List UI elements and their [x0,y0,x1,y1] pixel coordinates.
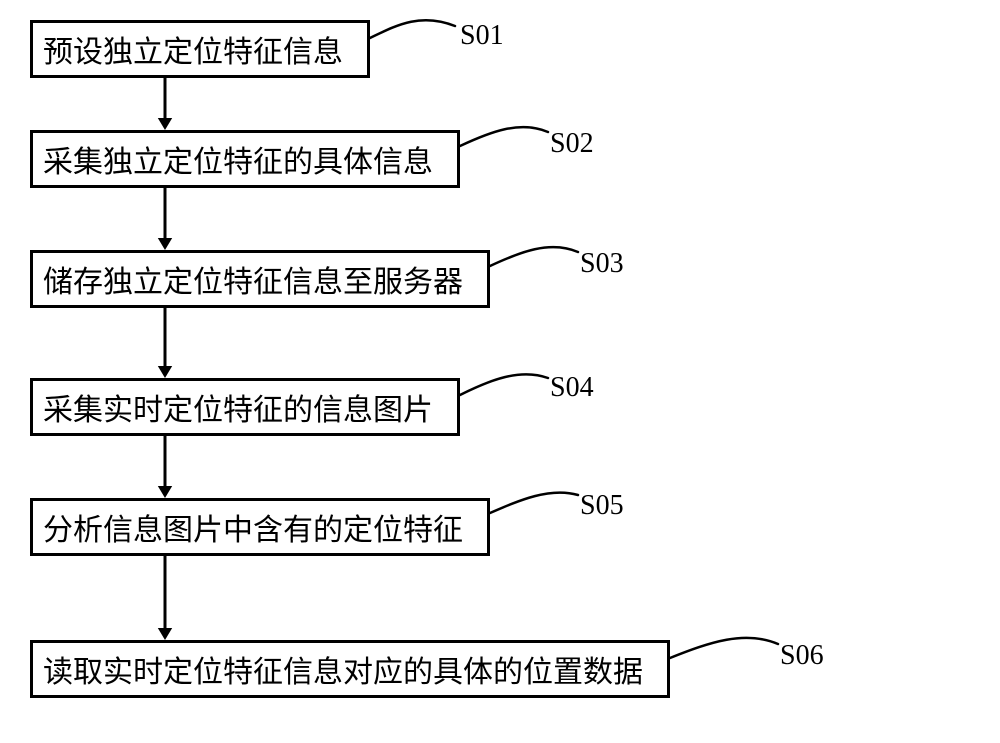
step-label-s06: S06 [780,640,824,672]
step-text-s01: 预设独立定位特征信息 [43,27,343,71]
step-box-s03: 储存独立定位特征信息至服务器 [30,250,490,308]
step-box-s06: 读取实时定位特征信息对应的具体的位置数据 [30,640,670,698]
step-box-s05: 分析信息图片中含有的定位特征 [30,498,490,556]
arrows-overlay [0,0,1000,743]
step-text-s02: 采集独立定位特征的具体信息 [43,137,433,181]
flowchart-canvas: 预设独立定位特征信息 采集独立定位特征的具体信息 储存独立定位特征信息至服务器 … [0,0,1000,743]
step-label-s02: S02 [550,128,594,160]
step-box-s04: 采集实时定位特征的信息图片 [30,378,460,436]
step-text-s05: 分析信息图片中含有的定位特征 [43,505,463,549]
step-label-s05: S05 [580,490,624,522]
step-text-s04: 采集实时定位特征的信息图片 [43,385,433,429]
step-label-s03: S03 [580,248,624,280]
step-box-s02: 采集独立定位特征的具体信息 [30,130,460,188]
step-label-s04: S04 [550,372,594,404]
step-text-s06: 读取实时定位特征信息对应的具体的位置数据 [43,647,643,691]
step-text-s03: 储存独立定位特征信息至服务器 [43,257,463,301]
step-box-s01: 预设独立定位特征信息 [30,20,370,78]
step-label-s01: S01 [460,20,504,52]
